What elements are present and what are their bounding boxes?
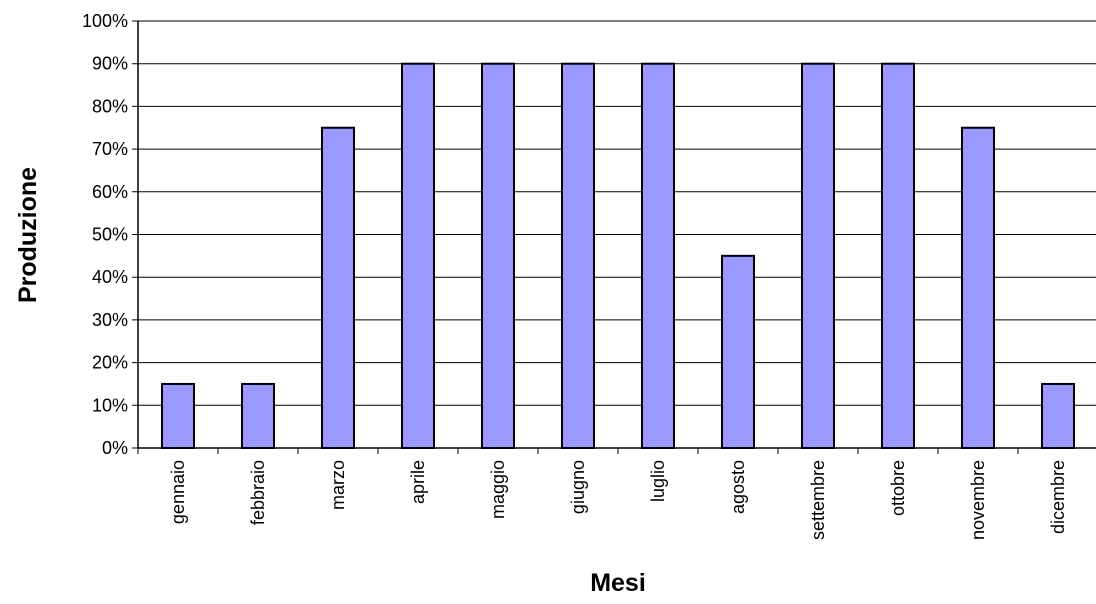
y-tick-label: 60% (92, 182, 128, 202)
bar-settembre (801, 62, 835, 449)
x-tick-label: novembre (968, 460, 988, 540)
y-tick-label: 80% (92, 96, 128, 116)
bar-giugno (561, 62, 595, 449)
bar-aprile (401, 62, 435, 449)
y-tick-label: 100% (82, 11, 128, 31)
y-tick-label: 70% (92, 139, 128, 159)
y-tick-label: 90% (92, 54, 128, 74)
x-tick-label: settembre (808, 460, 828, 540)
y-tick-label: 20% (92, 353, 128, 373)
x-tick-label: luglio (648, 460, 668, 502)
x-tick-label: dicembre (1048, 460, 1068, 534)
bar-ottobre (881, 62, 915, 449)
y-tick-labels: 0% 10% 20% 30% 40% 50% 60% 70% 80% 90% 100% (82, 11, 128, 458)
y-tick-label: 0% (102, 438, 128, 458)
x-tick-label: aprile (408, 460, 428, 504)
bar-febbraio (241, 382, 275, 450)
x-tick-label: giugno (568, 460, 588, 514)
x-tick-label: gennaio (168, 460, 188, 524)
bar-dicembre (1041, 382, 1075, 450)
gridlines (132, 20, 1096, 449)
bar-luglio (641, 62, 675, 449)
bars (161, 62, 1075, 450)
bar-marzo (321, 126, 355, 449)
bar-gennaio (161, 382, 195, 450)
x-axis-title: Mesi (590, 569, 646, 597)
axes (137, 21, 1096, 454)
x-tick-label: agosto (728, 460, 748, 514)
bar-maggio (481, 62, 515, 449)
x-tick-labels: gennaio febbraio marzo aprile maggio giugno lu… (168, 460, 1068, 540)
y-tick-label: 50% (92, 225, 128, 245)
y-tick-label: 40% (92, 267, 128, 287)
y-axis-title: Produzione (14, 167, 42, 303)
x-tick-label: maggio (488, 460, 508, 519)
x-tick-label: febbraio (248, 460, 268, 525)
bar-novembre (961, 126, 995, 449)
bar-agosto (721, 254, 755, 449)
y-tick-label: 30% (92, 310, 128, 330)
y-tick-label: 10% (92, 395, 128, 415)
x-tick-label: ottobre (888, 460, 908, 516)
x-tick-label: marzo (328, 460, 348, 510)
